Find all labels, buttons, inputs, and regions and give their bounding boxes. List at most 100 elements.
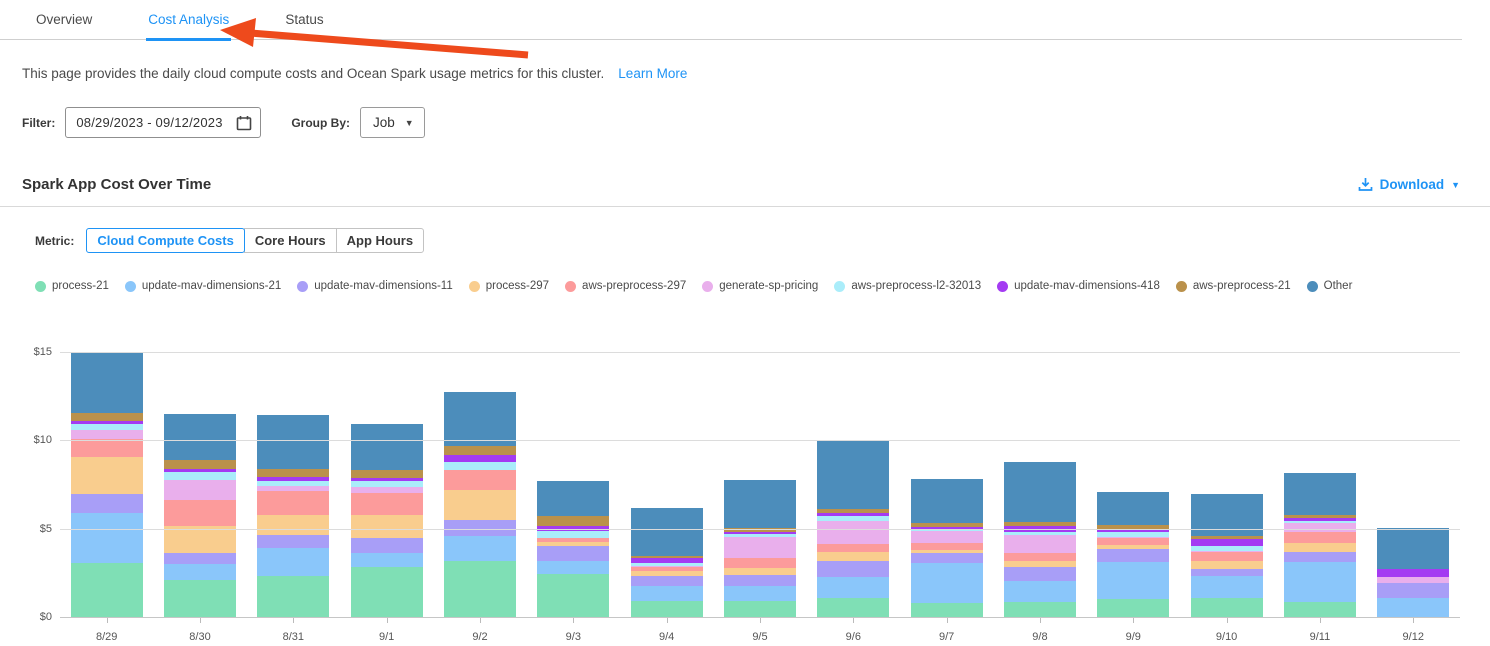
tab-overview[interactable]: Overview: [36, 12, 93, 27]
bar-segment-aws-preprocess-297[interactable]: [70, 439, 143, 458]
bar-segment-process-297[interactable]: [163, 526, 236, 554]
bar-segment-Other[interactable]: [70, 351, 143, 414]
bar-segment-update-mav-dimensions-11[interactable]: [817, 560, 890, 578]
bar-segment-Other[interactable]: [1190, 494, 1263, 536]
bar-segment-Other[interactable]: [350, 424, 423, 471]
bar-segment-process-297[interactable]: [1283, 542, 1356, 552]
bar-segment-update-mav-dimensions-11[interactable]: [350, 537, 423, 554]
bar-segment-aws-preprocess-297[interactable]: [257, 490, 330, 516]
bar-segment-aws-preprocess-297[interactable]: [1097, 537, 1170, 545]
bar-segment-process-21[interactable]: [630, 601, 703, 618]
bar-segment-process-21[interactable]: [1003, 602, 1076, 618]
bar-segment-process-297[interactable]: [1190, 561, 1263, 570]
bar-segment-update-mav-dimensions-418[interactable]: [257, 476, 330, 482]
bar-segment-aws-preprocess-l2-32013[interactable]: [1003, 532, 1076, 535]
bar-segment-process-21[interactable]: [1097, 598, 1170, 618]
bar-segment-update-mav-dimensions-418[interactable]: [1097, 529, 1170, 533]
bar-segment-process-297[interactable]: [723, 567, 796, 576]
legend-item[interactable]: Other: [1306, 280, 1352, 292]
bar-9/8[interactable]: [1003, 462, 1076, 618]
bar-segment-aws-preprocess-21[interactable]: [723, 528, 796, 532]
bar-segment-aws-preprocess-l2-32013[interactable]: [817, 516, 890, 521]
bar-segment-aws-preprocess-21[interactable]: [1190, 535, 1263, 540]
bar-9/7[interactable]: [910, 479, 983, 618]
legend-item[interactable]: update-mav-dimensions-418: [997, 280, 1160, 292]
bar-segment-aws-preprocess-l2-32013[interactable]: [1283, 521, 1356, 524]
bar-segment-update-mav-dimensions-21[interactable]: [723, 586, 796, 602]
bar-segment-update-mav-dimensions-418[interactable]: [1283, 518, 1356, 522]
legend-item[interactable]: aws-preprocess-21: [1175, 280, 1291, 292]
bar-segment-update-mav-dimensions-21[interactable]: [163, 564, 236, 580]
bar-8/31[interactable]: [257, 414, 330, 618]
legend-item[interactable]: process-21: [35, 280, 109, 292]
bar-segment-update-mav-dimensions-11[interactable]: [723, 575, 796, 587]
bar-segment-aws-preprocess-297[interactable]: [537, 538, 610, 542]
bar-segment-update-mav-dimensions-21[interactable]: [817, 577, 890, 598]
bar-segment-Other[interactable]: [630, 508, 703, 556]
bar-segment-generate-sp-pricing[interactable]: [163, 480, 236, 501]
bar-segment-generate-sp-pricing[interactable]: [910, 531, 983, 543]
learn-more-link[interactable]: Learn More: [618, 66, 688, 81]
bar-segment-process-297[interactable]: [1003, 561, 1076, 567]
date-range-input[interactable]: 08/29/2023 - 09/12/2023: [65, 107, 262, 138]
legend-item[interactable]: generate-sp-pricing: [702, 280, 818, 292]
bar-segment-update-mav-dimensions-21[interactable]: [630, 586, 703, 602]
bar-segment-Other[interactable]: [1377, 527, 1450, 569]
bar-segment-process-21[interactable]: [817, 597, 890, 618]
bar-segment-aws-preprocess-21[interactable]: [1283, 514, 1356, 519]
bar-segment-process-21[interactable]: [163, 579, 236, 618]
bar-segment-update-mav-dimensions-21[interactable]: [1097, 562, 1170, 599]
bar-segment-update-mav-dimensions-418[interactable]: [910, 527, 983, 529]
legend-item[interactable]: aws-preprocess-297: [565, 280, 686, 292]
bar-segment-aws-preprocess-21[interactable]: [1097, 525, 1170, 530]
bar-segment-process-297[interactable]: [350, 515, 423, 538]
bar-segment-update-mav-dimensions-11[interactable]: [910, 553, 983, 564]
bar-segment-update-mav-dimensions-21[interactable]: [910, 563, 983, 603]
bar-segment-update-mav-dimensions-11[interactable]: [70, 494, 143, 513]
legend-item[interactable]: update-mav-dimensions-11: [297, 280, 453, 292]
bar-9/2[interactable]: [443, 391, 516, 618]
bar-segment-update-mav-dimensions-21[interactable]: [537, 561, 610, 574]
bar-segment-aws-preprocess-l2-32013[interactable]: [723, 533, 796, 538]
bar-segment-aws-preprocess-21[interactable]: [163, 459, 236, 469]
bar-segment-aws-preprocess-297[interactable]: [443, 469, 516, 490]
bar-segment-update-mav-dimensions-11[interactable]: [630, 575, 703, 587]
bar-segment-process-297[interactable]: [537, 542, 610, 547]
bar-9/9[interactable]: [1097, 491, 1170, 618]
bar-segment-generate-sp-pricing[interactable]: [817, 520, 890, 544]
bar-segment-process-297[interactable]: [1097, 544, 1170, 550]
bar-segment-update-mav-dimensions-418[interactable]: [630, 557, 703, 564]
legend-item[interactable]: aws-preprocess-l2-32013: [834, 280, 981, 292]
bar-segment-process-21[interactable]: [910, 602, 983, 618]
bar-segment-update-mav-dimensions-418[interactable]: [817, 512, 890, 517]
bar-segment-Other[interactable]: [1283, 473, 1356, 515]
bar-segment-process-21[interactable]: [723, 601, 796, 618]
bar-segment-update-mav-dimensions-11[interactable]: [1097, 549, 1170, 563]
bar-segment-aws-preprocess-21[interactable]: [630, 555, 703, 558]
bar-segment-process-21[interactable]: [443, 561, 516, 618]
bar-segment-aws-preprocess-297[interactable]: [1190, 551, 1263, 562]
bar-segment-aws-preprocess-21[interactable]: [443, 446, 516, 455]
bar-segment-process-21[interactable]: [537, 573, 610, 618]
bar-9/11[interactable]: [1283, 473, 1356, 618]
bar-segment-update-mav-dimensions-21[interactable]: [1190, 576, 1263, 598]
bar-segment-Other[interactable]: [443, 391, 516, 447]
bar-segment-aws-preprocess-l2-32013[interactable]: [630, 563, 703, 566]
bar-segment-update-mav-dimensions-418[interactable]: [163, 468, 236, 473]
bar-segment-generate-sp-pricing[interactable]: [1377, 577, 1450, 583]
bar-segment-process-297[interactable]: [817, 551, 890, 561]
bar-segment-update-mav-dimensions-21[interactable]: [1283, 562, 1356, 603]
bar-segment-update-mav-dimensions-11[interactable]: [1003, 566, 1076, 581]
bar-segment-process-297[interactable]: [443, 489, 516, 520]
bar-segment-update-mav-dimensions-11[interactable]: [1283, 551, 1356, 563]
bar-segment-aws-preprocess-l2-32013[interactable]: [910, 528, 983, 532]
bar-segment-aws-preprocess-21[interactable]: [1003, 521, 1076, 527]
bar-segment-update-mav-dimensions-11[interactable]: [1377, 582, 1450, 598]
bar-segment-process-21[interactable]: [70, 563, 143, 618]
group-by-select[interactable]: Job ▼: [360, 107, 425, 138]
bar-segment-generate-sp-pricing[interactable]: [1190, 550, 1263, 552]
bar-segment-Other[interactable]: [257, 414, 330, 469]
bar-segment-generate-sp-pricing[interactable]: [1003, 534, 1076, 554]
bar-segment-generate-sp-pricing[interactable]: [70, 429, 143, 440]
bar-segment-update-mav-dimensions-418[interactable]: [537, 526, 610, 531]
